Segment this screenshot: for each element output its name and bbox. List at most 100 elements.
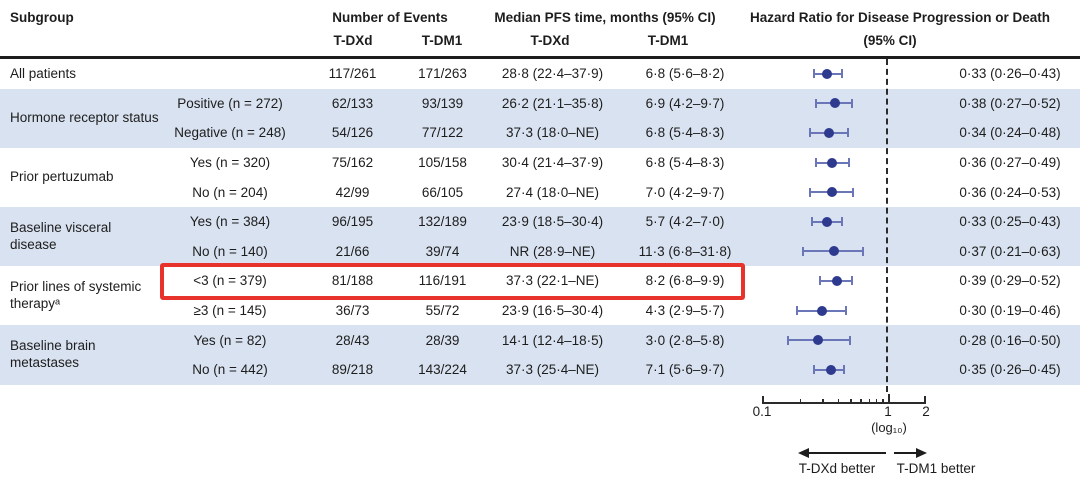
subgroup-block: Prior pertuzumab Yes (n = 320) 75/162 105/1… [0, 148, 1080, 207]
cell-median-tdm1: 6·8 (5·6–8·2) [645, 66, 725, 82]
hr-point [831, 275, 842, 286]
arrow-right-icon [916, 448, 927, 458]
forest-marker [745, 177, 940, 207]
group-label: Prior pertuzumab [10, 169, 114, 185]
cell-median-tdxd: 26·2 (21·1–35·8) [501, 95, 604, 111]
arrow-left-icon [798, 448, 809, 458]
cell-events-tdm1: 28/39 [425, 332, 460, 348]
cell-hr-ci: 0·28 (0·16–0·50) [959, 332, 1061, 348]
hr-point [825, 364, 836, 375]
cell-level: Yes (n = 82) [193, 332, 267, 348]
highlight-box-prior-lines-lt3 [160, 263, 745, 300]
ci-cap-low [786, 335, 789, 345]
ci-cap-low [808, 187, 811, 197]
hr-point [813, 335, 824, 346]
reference-line-hr1 [886, 59, 888, 392]
cell-level: Positive (n = 272) [177, 95, 283, 111]
ci-cap-high [851, 276, 854, 286]
cell-hr-ci: 0·38 (0·27–0·52) [959, 95, 1061, 111]
direction-label-tdm1-better: T-DM1 better [896, 461, 976, 476]
ci-cap-low [819, 276, 822, 286]
forest-marker [745, 296, 940, 326]
subheader-events-tdxd: T-DXd [333, 33, 373, 48]
forest-marker [745, 207, 940, 237]
hr-point [827, 157, 838, 168]
cell-median-tdm1: 6·9 (4·2–9·7) [645, 95, 725, 111]
cell-median-tdm1: 7·1 (5·6–9·7) [645, 362, 725, 378]
cell-events-tdxd: 36/73 [335, 303, 370, 319]
cell-events-tdxd: 89/218 [331, 362, 374, 378]
axis-minor-tick [882, 399, 884, 404]
cell-median-tdm1: 11·3 (6·8–31·8) [638, 243, 732, 259]
hr-point [830, 98, 841, 109]
ci-cap-low [813, 69, 816, 79]
arrow-right-line [894, 452, 917, 454]
axis-major-tick [888, 394, 891, 404]
cell-events-tdm1: 132/189 [418, 214, 467, 230]
cell-hr-ci: 0·36 (0·27–0·49) [959, 155, 1061, 171]
cell-hr-ci: 0·36 (0·24–0·53) [959, 184, 1061, 200]
forest-marker [745, 266, 940, 296]
hr-point [827, 187, 838, 198]
ci-cap-high [840, 69, 843, 79]
ci-cap-high [861, 246, 864, 256]
ci-cap-low [813, 365, 816, 375]
cell-hr-ci: 0·37 (0·21–0·63) [959, 243, 1061, 259]
axis-scale-label: (log₁₀) [871, 420, 907, 435]
group-label: Baseline brain metastases [10, 338, 96, 370]
group-label: All patients [10, 65, 77, 81]
forest-marker [745, 118, 940, 148]
ci-cap-low [811, 217, 814, 227]
cell-events-tdm1: 39/74 [425, 243, 460, 259]
cell-median-tdxd: 23·9 (18·5–30·4) [501, 214, 604, 230]
cell-median-tdm1: 3·0 (2·8–5·8) [645, 332, 725, 348]
cell-median-tdxd: 28·8 (22·4–37·9) [501, 66, 604, 82]
axis-minor-tick [850, 399, 852, 404]
subheader-hr-ci: (95% CI) [863, 33, 917, 48]
column-header-median-pfs: Median PFS time, months (95% CI) [494, 10, 716, 25]
cell-median-tdxd: 37·3 (22·1–NE) [505, 273, 600, 289]
cell-level: Negative (n = 248) [174, 125, 286, 141]
subheader-events-tdm1: T-DM1 [421, 33, 463, 48]
cell-events-tdm1: 105/158 [418, 155, 467, 171]
ci-cap-high [843, 365, 846, 375]
cell-events-tdxd: 96/195 [331, 214, 374, 230]
cell-median-tdxd: NR (28·9–NE) [509, 243, 596, 259]
axis-minor-tick [822, 399, 824, 404]
cell-events-tdxd: 54/126 [331, 125, 374, 141]
hr-point [817, 305, 828, 316]
cell-events-tdxd: 28/43 [335, 332, 370, 348]
subgroup-table: All patients 117/261 171/263 28·8 (22·4–37·… [0, 59, 1080, 385]
cell-events-tdxd: 117/261 [328, 66, 377, 82]
cell-median-tdm1: 6·8 (5·4–8·3) [645, 125, 725, 141]
cell-events-tdxd: 75/162 [331, 155, 374, 171]
axis-major-tick [762, 396, 764, 404]
axis-minor-tick [837, 399, 840, 404]
cell-median-tdxd: 27·4 (18·0–NE) [505, 184, 600, 200]
axis-minor-tick [875, 399, 878, 404]
cell-median-tdxd: 37·3 (18·0–NE) [505, 125, 600, 141]
group-label: Hormone receptor status [10, 109, 159, 125]
cell-events-tdm1: 66/105 [421, 184, 464, 200]
forest-marker [745, 148, 940, 178]
cell-events-tdm1: 143/224 [418, 362, 467, 378]
header-divider-line [0, 56, 1080, 59]
cell-events-tdxd: 62/133 [331, 95, 374, 111]
cell-median-tdxd: 37·3 (25·4–NE) [505, 362, 600, 378]
ci-cap-low [815, 158, 818, 168]
hr-point [828, 246, 839, 257]
cell-level: <3 (n = 379) [193, 273, 267, 289]
forest-marker [745, 237, 940, 267]
ci-cap-high [851, 98, 854, 108]
direction-label-tdxd-better: T-DXd better [798, 461, 876, 476]
axis-major-tick [924, 396, 926, 404]
forest-marker [745, 325, 940, 355]
ci-cap-high [846, 128, 849, 138]
axis-tick-label: 2 [922, 404, 930, 419]
axis-minor-tick [868, 399, 871, 404]
forest-marker [745, 355, 940, 385]
axis-tick-label: 1 [884, 404, 892, 419]
cell-median-tdxd: 23·9 (16·5–30·4) [501, 303, 604, 319]
subgroup-block: Hormone receptor status Positive (n = 272… [0, 88, 1080, 148]
